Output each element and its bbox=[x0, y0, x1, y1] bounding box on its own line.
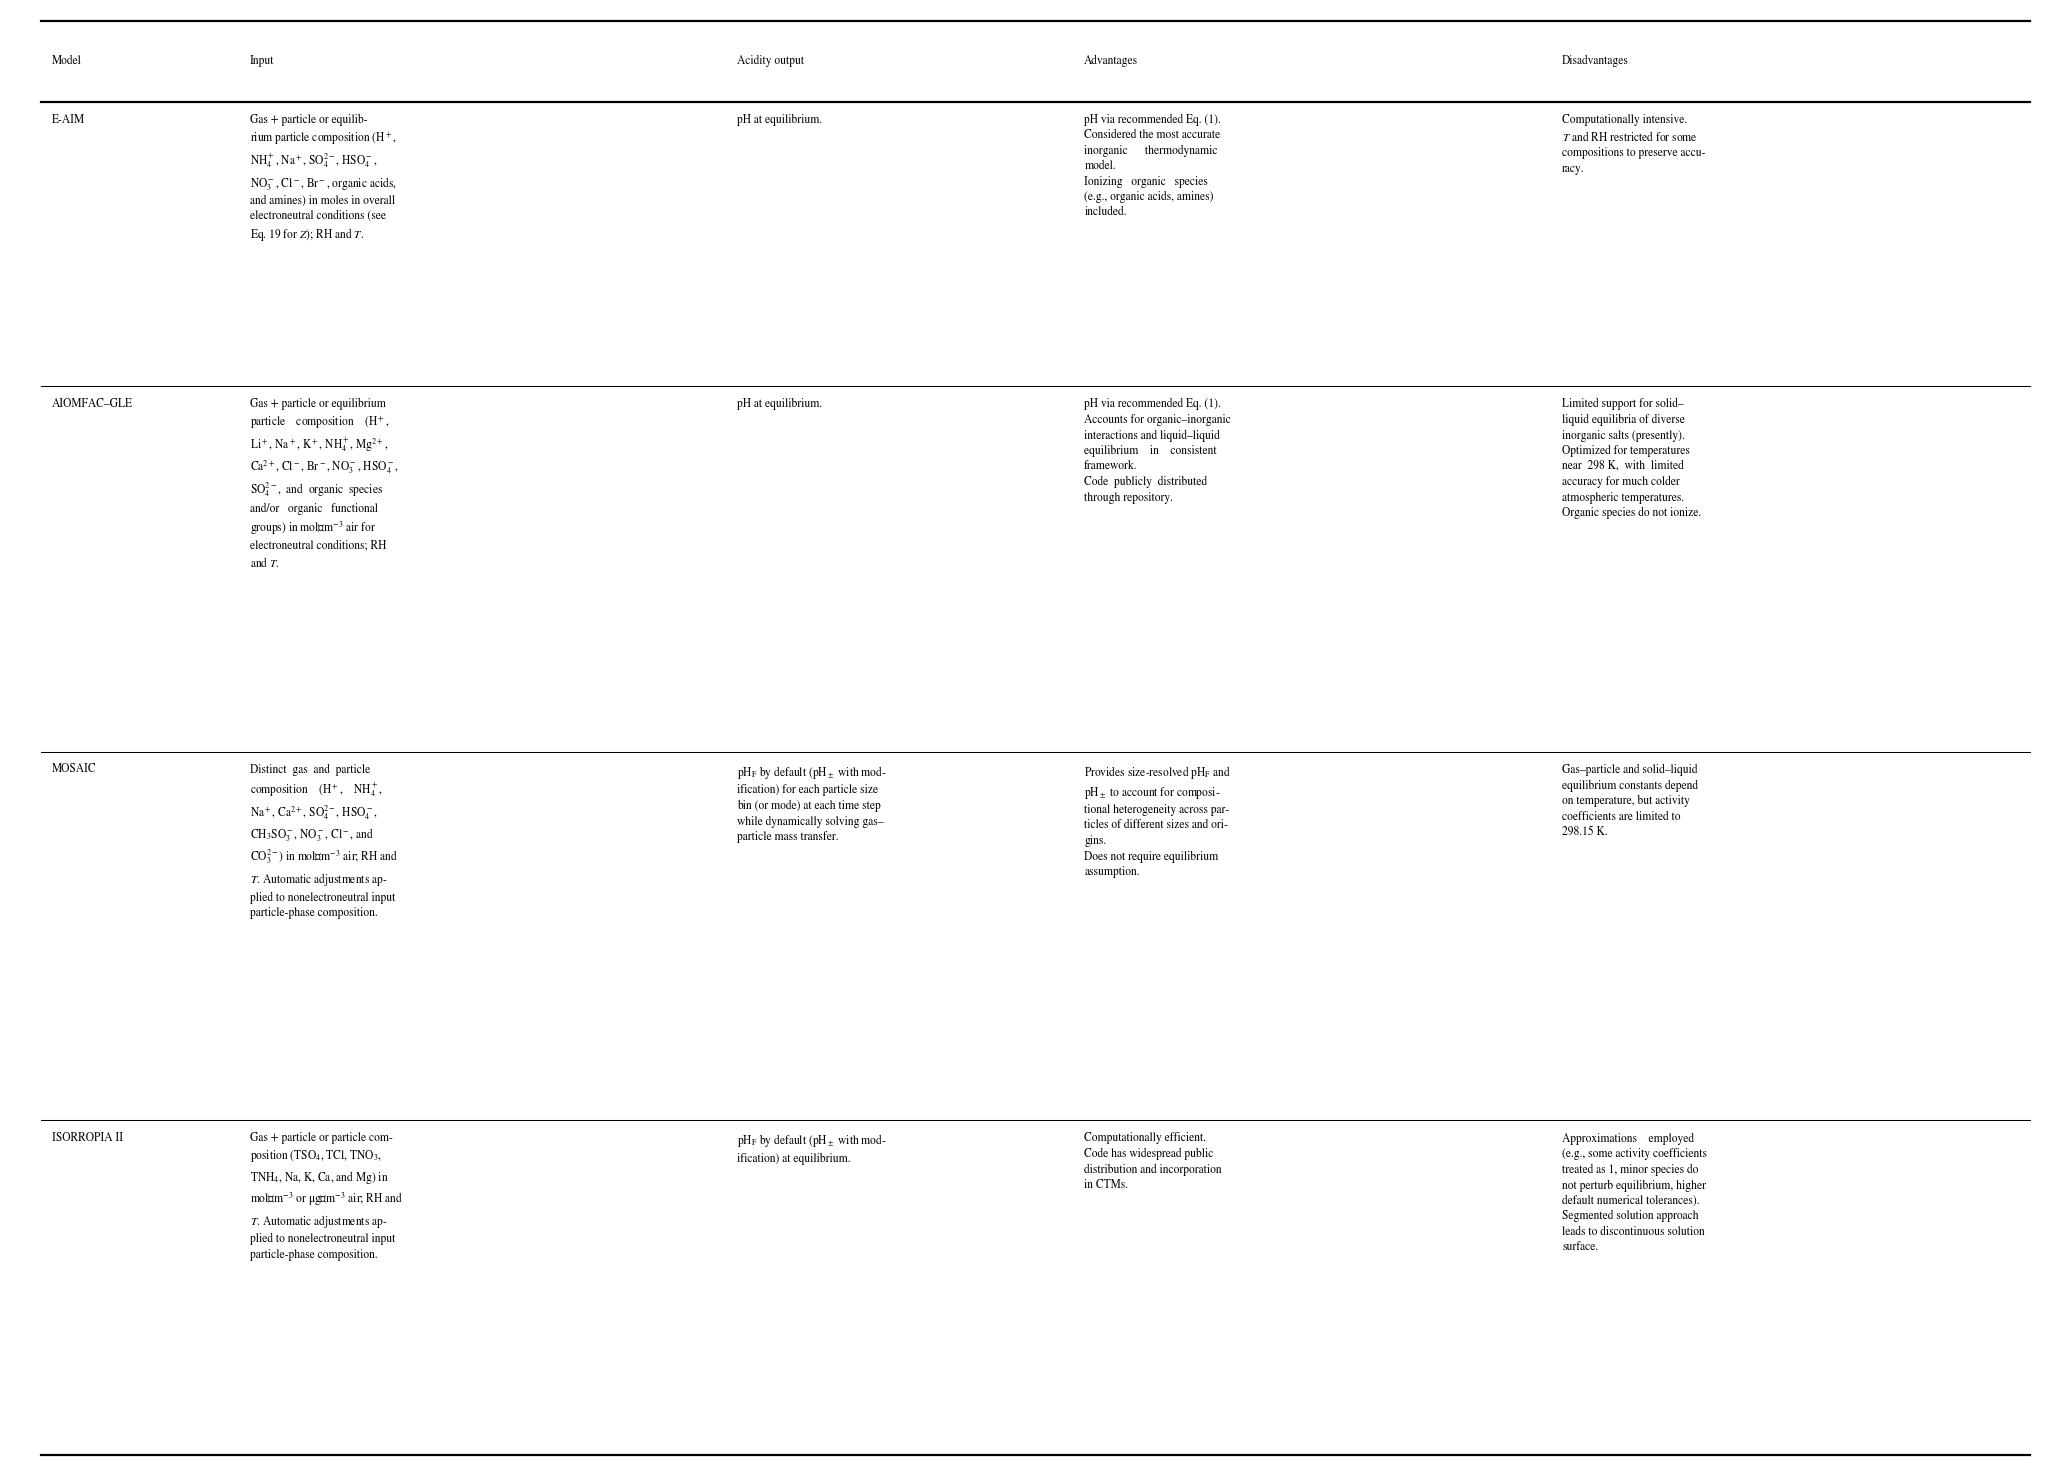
Text: Model: Model bbox=[52, 56, 81, 68]
Text: MOSAIC: MOSAIC bbox=[52, 763, 97, 775]
Text: Computationally efficient.
Code has widespread public
distribution and incorpora: Computationally efficient. Code has wide… bbox=[1085, 1133, 1222, 1192]
Text: Provides size-resolved pH$_\mathrm{F}$ and
pH$_\pm$ to account for composi-
tion: Provides size-resolved pH$_\mathrm{F}$ a… bbox=[1085, 763, 1232, 878]
Text: pH$_\mathrm{F}$ by default (pH$_\pm$ with mod-
ification) at equilibrium.: pH$_\mathrm{F}$ by default (pH$_\pm$ wit… bbox=[736, 1133, 887, 1165]
Text: Gas + particle or equilib-
rium particle composition (H$^+$,
NH$_4^+$, Na$^+$, S: Gas + particle or equilib- rium particle… bbox=[250, 113, 397, 243]
Text: Distinct  gas  and  particle
composition    (H$^+$,    NH$_4^+$,
Na$^+$, Ca$^{2+: Distinct gas and particle composition (H… bbox=[250, 763, 399, 919]
Text: E-AIM: E-AIM bbox=[52, 113, 85, 125]
Text: Gas + particle or particle com-
position (TSO$_4$, TCl, TNO$_3$,
TNH$_4$, Na, K,: Gas + particle or particle com- position… bbox=[250, 1133, 403, 1261]
Text: pH$_\mathrm{F}$ by default (pH$_\pm$ with mod-
ification) for each particle size: pH$_\mathrm{F}$ by default (pH$_\pm$ wit… bbox=[736, 763, 887, 843]
Text: Disadvantages: Disadvantages bbox=[1563, 55, 1629, 68]
Text: Gas + particle or equilibrium
particle    composition    (H$^+$,
Li$^+$, Na$^+$,: Gas + particle or equilibrium particle c… bbox=[250, 398, 399, 570]
Text: Gas–particle and solid–liquid
equilibrium constants depend
on temperature, but a: Gas–particle and solid–liquid equilibriu… bbox=[1563, 763, 1699, 838]
Text: Computationally intensive.
$T$ and RH restricted for some
compositions to preser: Computationally intensive. $T$ and RH re… bbox=[1563, 113, 1705, 174]
Text: pH via recommended Eq. (1).
Considered the most accurate
inorganic      thermody: pH via recommended Eq. (1). Considered t… bbox=[1085, 113, 1222, 218]
Text: ISORROPIA II: ISORROPIA II bbox=[52, 1133, 122, 1145]
Text: pH at equilibrium.: pH at equilibrium. bbox=[736, 398, 823, 411]
Text: Advantages: Advantages bbox=[1085, 55, 1139, 68]
Text: pH at equilibrium.: pH at equilibrium. bbox=[736, 113, 823, 127]
Text: AIOMFAC–GLE: AIOMFAC–GLE bbox=[52, 398, 132, 409]
Text: Limited support for solid–
liquid equilibria of diverse
inorganic salts (present: Limited support for solid– liquid equili… bbox=[1563, 398, 1701, 520]
Text: Acidity output: Acidity output bbox=[736, 55, 804, 68]
Text: pH via recommended Eq. (1).
Accounts for organic–inorganic
interactions and liqu: pH via recommended Eq. (1). Accounts for… bbox=[1085, 398, 1232, 504]
Text: Approximations    employed
(e.g., some activity coefficients
treated as 1, minor: Approximations employed (e.g., some acti… bbox=[1563, 1133, 1707, 1252]
Text: Input: Input bbox=[250, 56, 275, 68]
